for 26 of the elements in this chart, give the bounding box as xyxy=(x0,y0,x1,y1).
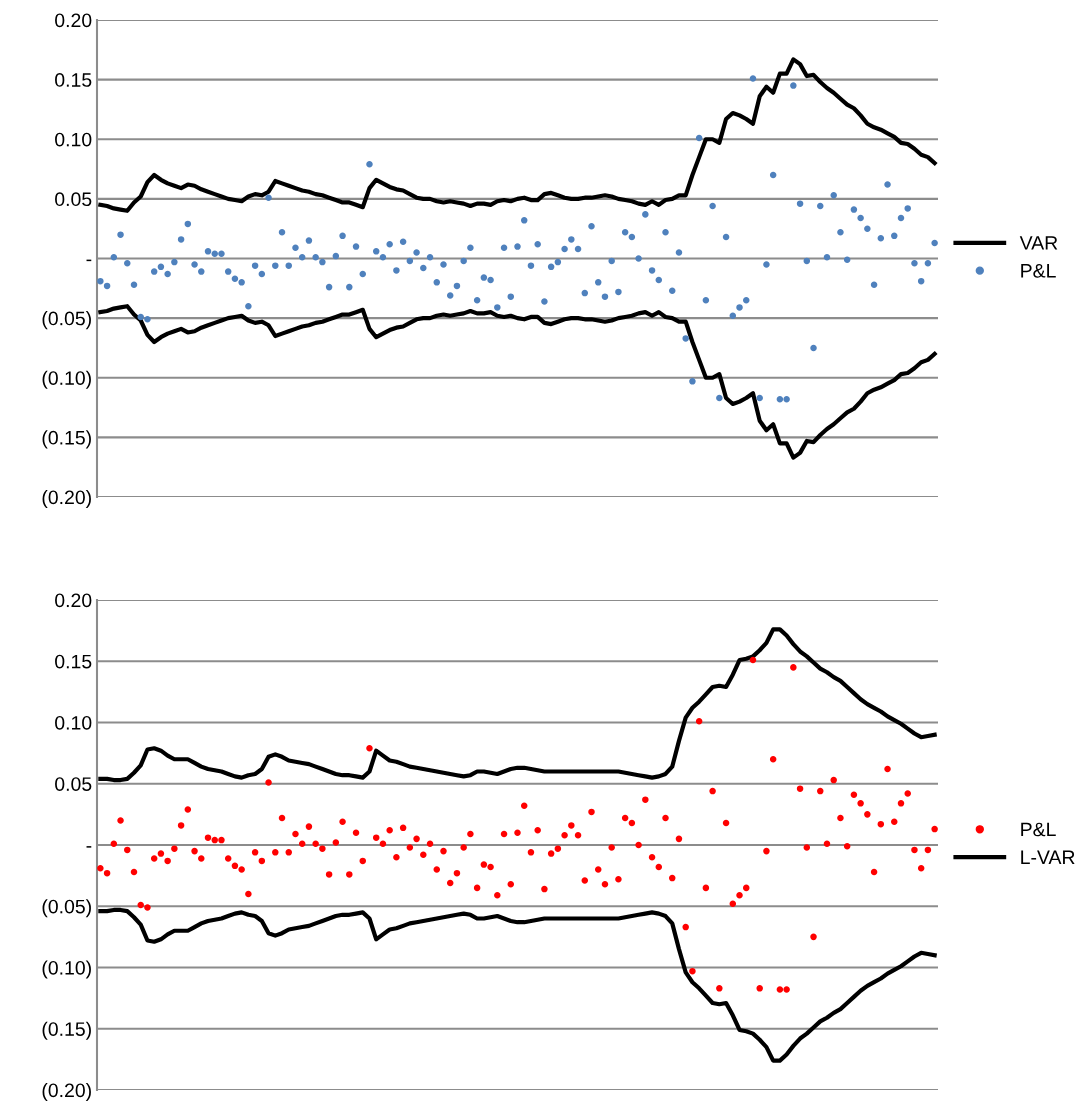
y-tick-label: (0.15) xyxy=(42,430,91,449)
legend-label: L-VAR xyxy=(1021,850,1075,864)
y-tick-label: - xyxy=(86,259,92,262)
y-tick-label: 0.20 xyxy=(55,593,92,608)
y-tick-label: 0.15 xyxy=(55,73,92,87)
y-tick-label: 0.15 xyxy=(55,654,92,669)
legend-label: P&L xyxy=(1021,822,1056,837)
y-tick-label: 0.20 xyxy=(55,13,92,28)
y-tick-label: (0.05) xyxy=(42,311,91,330)
y-tick-label: 0.05 xyxy=(55,777,92,791)
y-tick-label: (0.15) xyxy=(42,1021,91,1040)
y-tick-label: (0.20) xyxy=(42,1082,91,1102)
y-tick-label: - xyxy=(86,846,92,848)
line-series xyxy=(98,627,937,783)
y-tick-label: 0.10 xyxy=(55,132,92,147)
y-tick-label: 0.05 xyxy=(55,192,92,207)
y-tick-label: (0.05) xyxy=(42,899,91,918)
legend-label: VAR xyxy=(1019,236,1058,250)
line-series xyxy=(98,57,937,213)
y-tick-label: (0.20) xyxy=(42,489,91,509)
y-tick-label: 0.10 xyxy=(55,715,92,730)
y-tick-label: (0.10) xyxy=(42,960,91,979)
line-series xyxy=(98,304,937,460)
y-tick-label: (0.10) xyxy=(42,370,91,389)
line-series xyxy=(98,907,937,1063)
legend-label: P&L xyxy=(1021,264,1056,278)
